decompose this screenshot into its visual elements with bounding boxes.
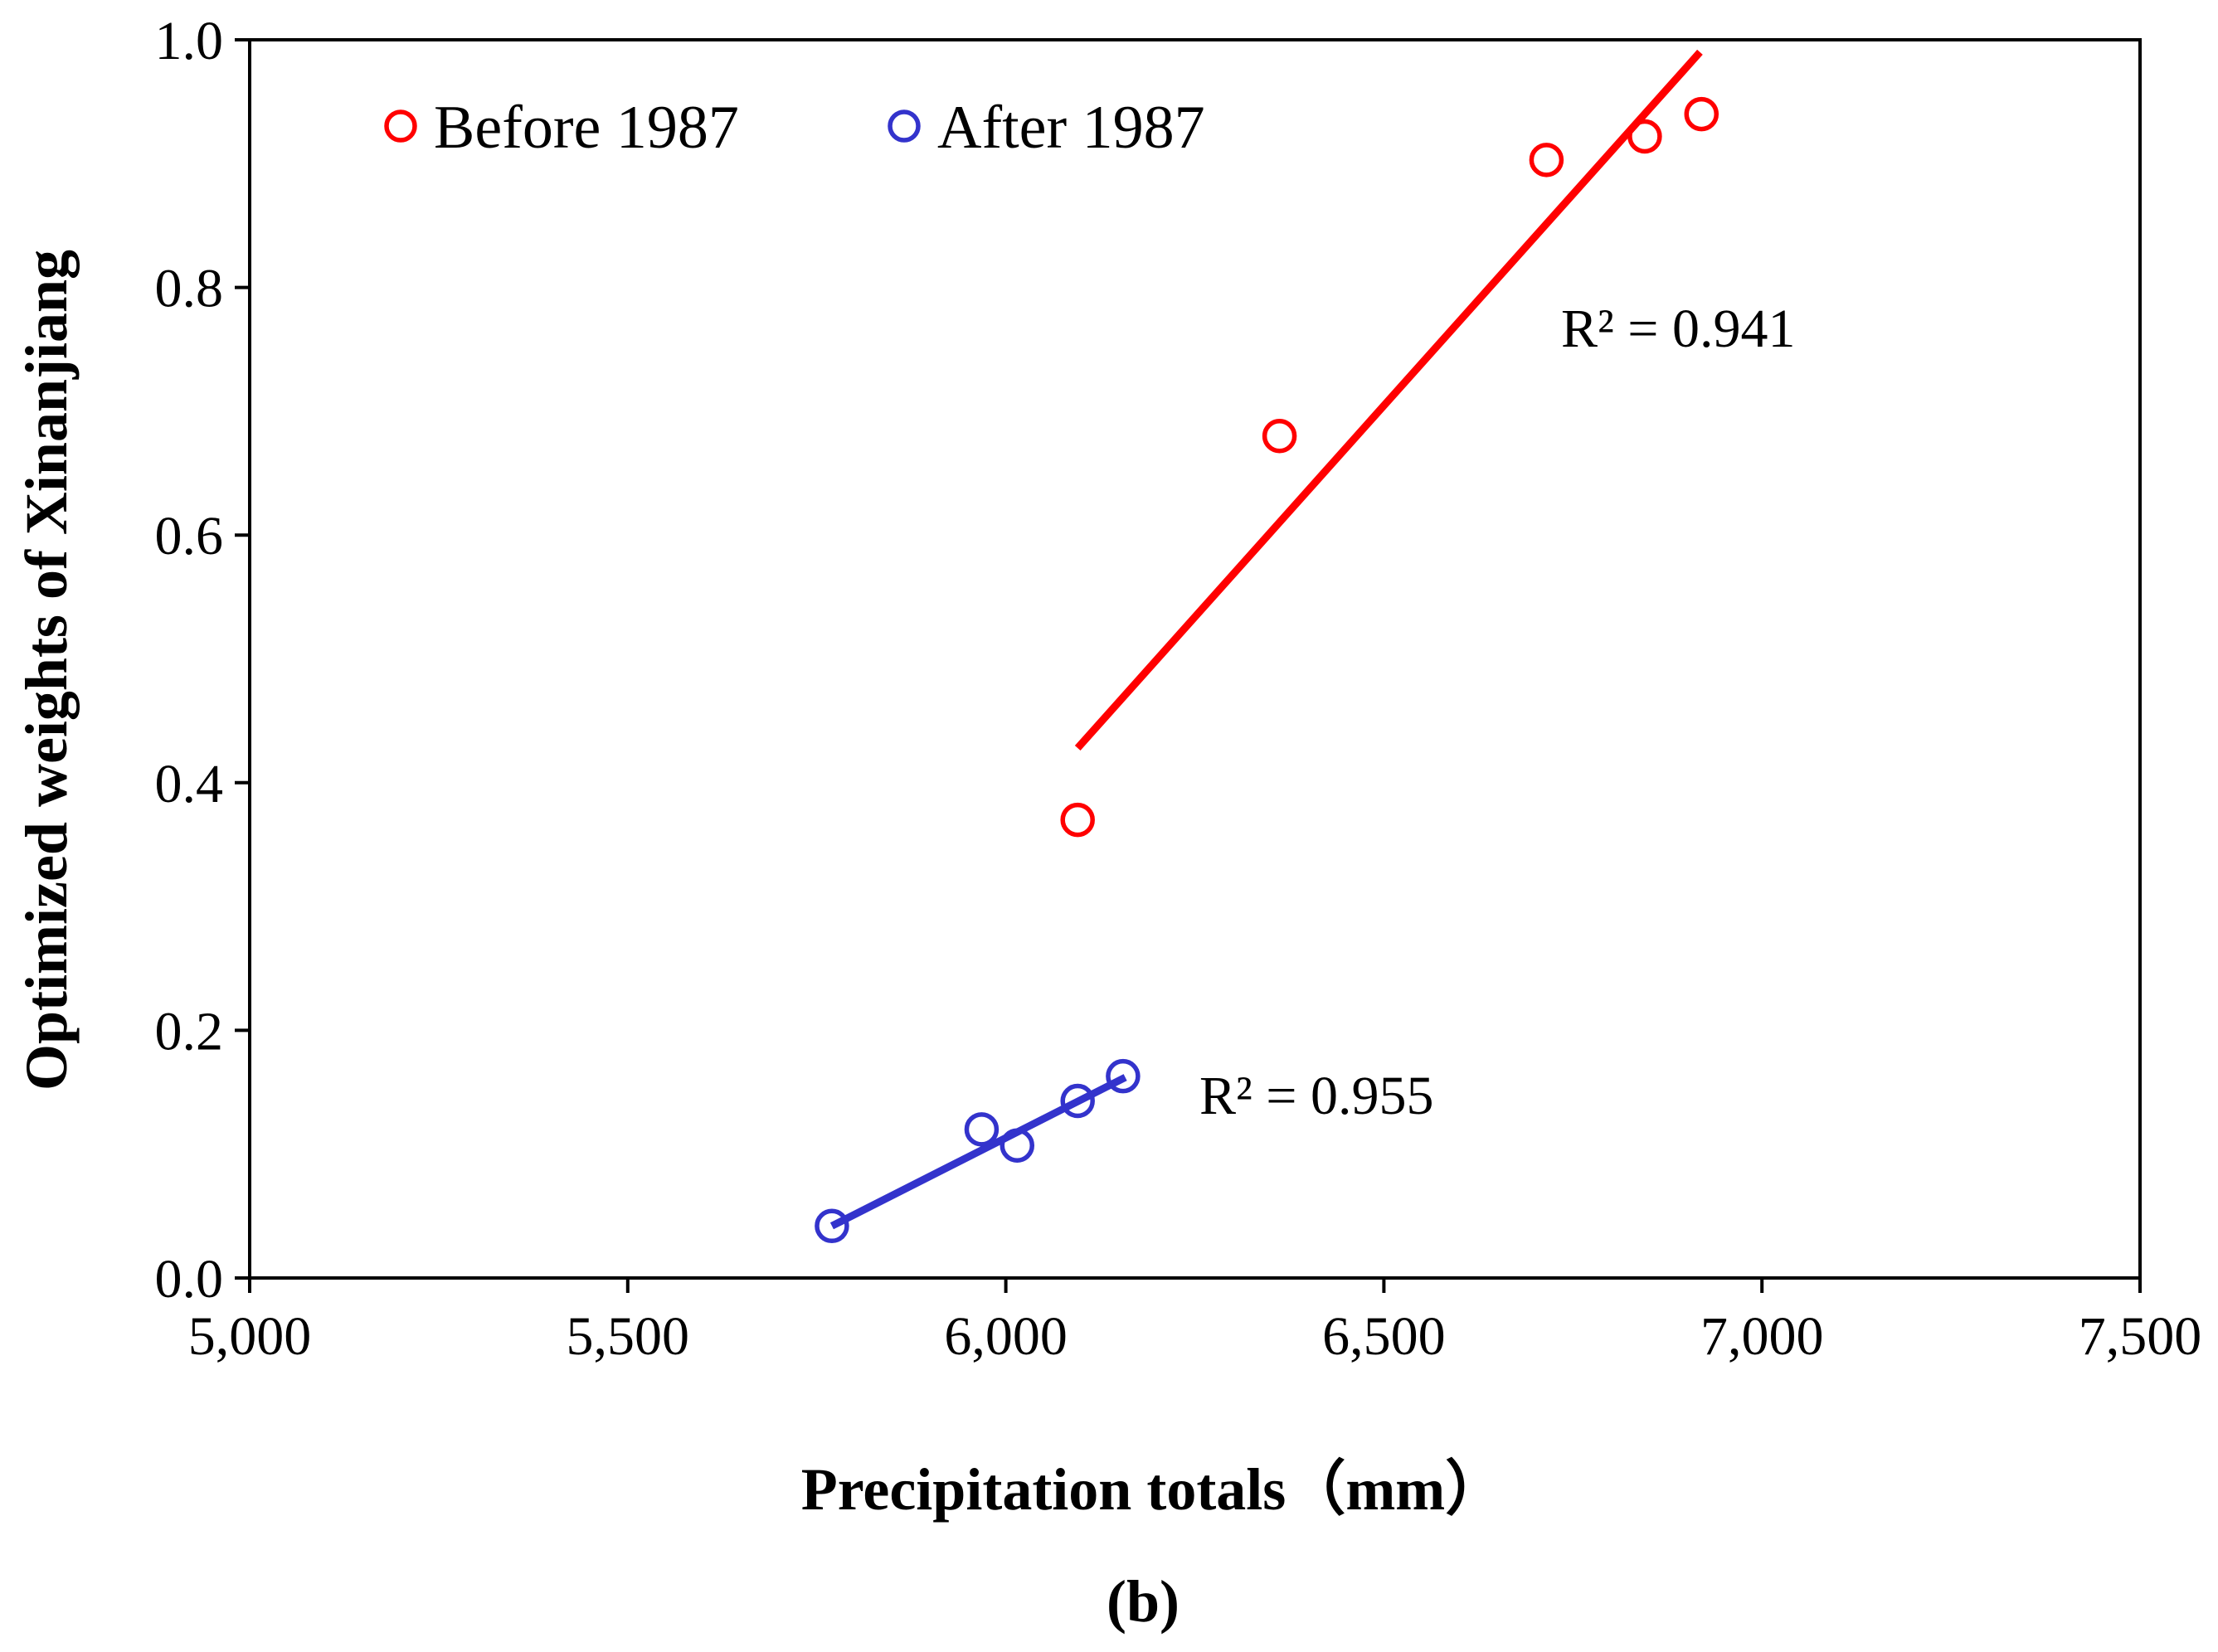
r-squared-label-series-1: R² = 0.941	[1561, 299, 1796, 359]
trendline-series-1	[1074, 49, 1703, 751]
figure-caption: (b)	[1107, 1568, 1180, 1635]
x-tick-label: 5,000	[188, 1306, 312, 1367]
y-tick-label: 0.2	[155, 1001, 224, 1062]
y-tick-label: 0.8	[155, 259, 224, 319]
x-tick-label: 5,500	[567, 1306, 690, 1367]
data-point-series-2	[1000, 1128, 1035, 1163]
y-tick-label: 1.0	[155, 11, 224, 71]
legend-marker-series-1	[384, 109, 417, 143]
data-point-series-2	[964, 1112, 1000, 1147]
x-tick-label: 7,000	[1700, 1306, 1824, 1367]
y-axis-title: Optimized weights of Xinanjiang	[13, 250, 80, 1091]
data-point-series-1	[1684, 96, 1719, 132]
y-tick-label: 0.0	[155, 1249, 224, 1309]
r-squared-label-series-2: R² = 0.955	[1199, 1066, 1434, 1126]
y-tick-label: 0.6	[155, 506, 224, 566]
data-point-series-2	[1060, 1083, 1095, 1119]
data-point-series-2	[815, 1208, 849, 1244]
y-tick-label: 0.4	[155, 754, 224, 814]
data-point-series-2	[1106, 1058, 1141, 1094]
legend-label-series-1: Before 1987	[434, 94, 739, 162]
data-point-series-1	[1529, 143, 1564, 177]
legend-marker-series-2	[888, 109, 921, 143]
plot-area-frame	[248, 38, 2142, 1280]
x-axis-title: Precipitation totals（mm）	[801, 1456, 1505, 1523]
data-point-series-1	[1627, 119, 1662, 154]
data-point-series-1	[1262, 419, 1297, 454]
data-point-series-1	[1060, 802, 1095, 838]
x-tick-label: 6,000	[944, 1306, 1068, 1367]
x-tick-label: 7,500	[2079, 1306, 2202, 1367]
legend-label-series-2: After 1987	[937, 94, 1205, 162]
trendline-series-2	[829, 1074, 1127, 1230]
x-tick-label: 6,500	[1322, 1306, 1446, 1367]
